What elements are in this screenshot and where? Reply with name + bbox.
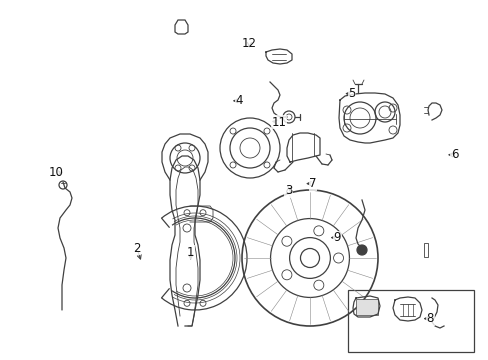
Text: 9: 9 (333, 231, 341, 244)
Text: 4: 4 (235, 94, 243, 107)
Text: 7: 7 (308, 177, 316, 190)
Text: 3: 3 (284, 184, 292, 197)
Circle shape (356, 245, 366, 255)
Text: 6: 6 (450, 148, 458, 161)
Text: 1: 1 (186, 246, 194, 258)
Text: 11: 11 (271, 116, 285, 129)
Text: 10: 10 (49, 166, 63, 179)
Text: 5: 5 (347, 87, 355, 100)
Text: 8: 8 (426, 312, 433, 325)
Text: 2: 2 (133, 242, 141, 255)
Text: 12: 12 (242, 37, 256, 50)
FancyBboxPatch shape (355, 299, 377, 315)
